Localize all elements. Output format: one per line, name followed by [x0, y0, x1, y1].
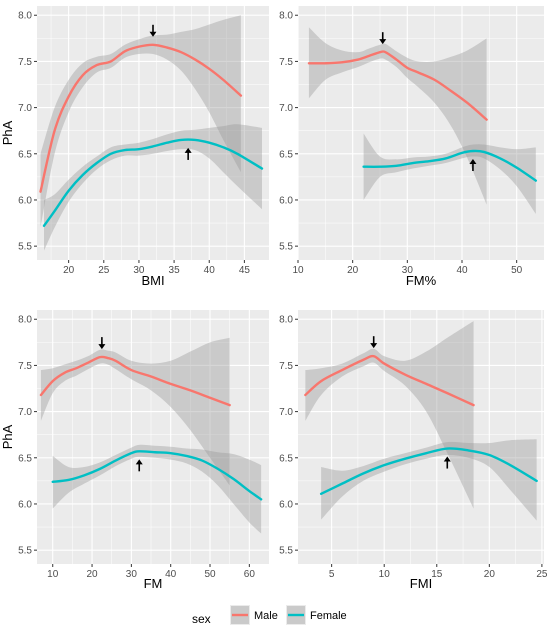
arrow-head: [469, 159, 477, 165]
confidence-band-male: [40, 337, 230, 486]
y-axis-title: PhA: [0, 120, 15, 145]
y-tick-label: 6.0: [279, 499, 293, 510]
y-axis-title: PhA: [0, 424, 15, 449]
legend-title: sex: [192, 612, 211, 626]
panel-data-layer: [39, 15, 264, 251]
y-tick-label: 7.0: [18, 103, 32, 114]
x-tick-label: 20: [347, 265, 359, 276]
x-tick-label: 20: [63, 265, 75, 276]
panel-background: [37, 6, 269, 260]
x-tick-label: 40: [165, 569, 177, 580]
y-tick-label: 8.0: [279, 315, 293, 326]
panel-data-layer: [307, 27, 537, 214]
legend-label-male: Male: [254, 610, 278, 622]
x-tick-label: 50: [204, 569, 216, 580]
panel-data-layer: [304, 321, 538, 521]
x-tick-label: 20: [86, 569, 98, 580]
y-tick-label: 7.5: [279, 57, 293, 68]
y-tick-label: 7.5: [279, 361, 293, 372]
panel-background: [298, 6, 544, 260]
x-tick-label: 40: [456, 265, 468, 276]
arrow-head: [149, 31, 157, 37]
x-tick-label: 40: [204, 265, 216, 276]
x-tick-label: 60: [244, 569, 256, 580]
x-axis-title: BMI: [141, 273, 164, 288]
y-tick-label: 6.0: [18, 499, 32, 510]
y-tick-label: 5.5: [18, 546, 32, 557]
chart-panel-4: 5 10 15 20 25 5.5 6.0 6.5 7.0 7.5 8.0 FMI: [279, 310, 548, 591]
series-line-male: [39, 355, 231, 407]
confidence-band-female: [44, 124, 262, 251]
panel-data-layer: [39, 337, 263, 534]
up-arrow-icon: [469, 159, 477, 172]
x-axis-title: FMI: [410, 576, 432, 591]
x-tick-label: 30: [133, 265, 145, 276]
x-tick-label: 10: [47, 569, 59, 580]
y-tick-label: 6.5: [18, 453, 32, 464]
y-tick-label: 5.5: [18, 242, 32, 253]
y-tick-label: 7.5: [18, 57, 32, 68]
arrow-head: [443, 456, 451, 462]
series-line-female: [51, 450, 263, 501]
arrow-head: [370, 343, 378, 349]
x-tick-label: 15: [431, 569, 443, 580]
chart-panel-2: 10 20 30 40 50 5.5 6.0 6.5 7.0 7.5 8.0 FM%: [279, 6, 544, 288]
series-line-female: [362, 149, 537, 182]
up-arrow-icon: [443, 456, 451, 469]
up-arrow-icon: [184, 147, 192, 160]
y-tick-label: 7.0: [279, 407, 293, 418]
confidence-band-female: [363, 133, 536, 214]
y-tick-label: 8.0: [279, 11, 293, 22]
x-tick-label: 25: [98, 265, 110, 276]
y-tick-label: 7.5: [18, 361, 32, 372]
x-tick-label: 10: [379, 569, 391, 580]
chart-panel-3: 10 20 30 40 50 60 5.5 6.0 6.5 7.0 7.5 8.0 FM PhA: [0, 310, 269, 591]
y-tick-label: 6.5: [279, 149, 293, 160]
down-arrow-icon: [370, 336, 378, 349]
arrow-head: [98, 344, 106, 350]
x-tick-label: 45: [239, 265, 251, 276]
x-tick-label: 5: [329, 569, 335, 580]
legend-label-female: Female: [310, 610, 347, 622]
y-tick-label: 5.5: [279, 242, 293, 253]
up-arrow-icon: [135, 459, 143, 472]
series-line-male: [307, 50, 488, 121]
series-line-female: [42, 138, 264, 228]
chart-panel-1: 20 25 30 35 40 45 5.5 6.0 6.5 7.0 7.5 8.0 BMI PhA: [0, 6, 269, 288]
arrow-head: [184, 147, 192, 153]
x-tick-label: 35: [169, 265, 181, 276]
legend: sex Male Female: [192, 605, 347, 626]
panel-background: [298, 310, 544, 564]
x-tick-label: 50: [511, 265, 523, 276]
y-tick-label: 6.5: [18, 149, 32, 160]
arrow-head: [135, 459, 143, 465]
y-tick-label: 5.5: [279, 546, 293, 557]
panel-background: [37, 310, 269, 564]
down-arrow-icon: [98, 337, 106, 350]
y-tick-label: 7.0: [279, 103, 293, 114]
x-axis-title: FM%: [406, 273, 437, 288]
confidence-band-male: [308, 27, 487, 205]
y-tick-label: 6.5: [279, 453, 293, 464]
y-tick-label: 7.0: [18, 407, 32, 418]
x-tick-label: 30: [402, 265, 414, 276]
down-arrow-icon: [149, 24, 157, 37]
down-arrow-icon: [379, 32, 387, 45]
x-tick-label: 10: [292, 265, 304, 276]
y-tick-label: 8.0: [18, 315, 32, 326]
x-axis-title: FM: [144, 576, 163, 591]
series-line-male: [304, 354, 475, 407]
x-tick-label: 30: [126, 569, 138, 580]
arrow-head: [379, 39, 387, 45]
series-line-female: [319, 447, 538, 495]
confidence-band-female: [321, 439, 537, 521]
series-line-male: [39, 43, 243, 193]
x-tick-label: 25: [536, 569, 548, 580]
y-tick-label: 8.0: [18, 11, 32, 22]
y-tick-label: 6.0: [279, 195, 293, 206]
x-tick-label: 20: [484, 569, 496, 580]
y-tick-label: 6.0: [18, 195, 32, 206]
